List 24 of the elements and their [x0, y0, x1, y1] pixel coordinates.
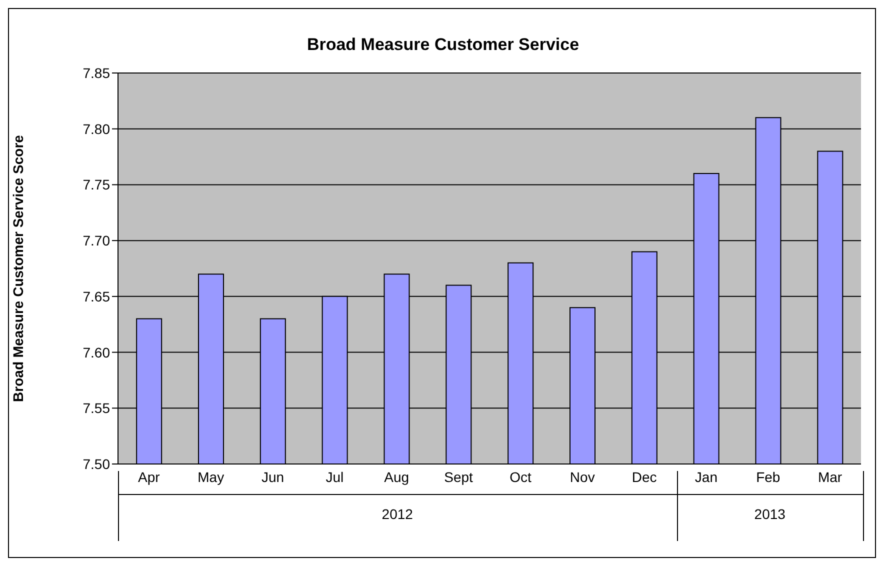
x-tick-label: Jun — [262, 468, 284, 485]
chart-title: Broad Measure Customer Service — [306, 35, 580, 55]
y-tick-label: 7.75 — [82, 176, 110, 193]
text: 2012 — [380, 506, 414, 522]
x-tick-label: May — [198, 468, 224, 485]
x-tick-label: Oct — [510, 468, 532, 485]
y-tick-label: 7.70 — [82, 232, 110, 249]
y-tick-label: 7.50 — [82, 456, 110, 472]
x-tick-label: Mar — [818, 468, 842, 485]
x-tick-label: Aug — [384, 468, 410, 485]
y-tick-label: 7.60 — [82, 344, 110, 360]
x-tick-label: Feb — [756, 468, 780, 485]
x-tick-label: Sept — [444, 468, 474, 485]
text: 2013 — [753, 506, 786, 522]
x-tick-label: Jul — [326, 468, 344, 485]
y-tick-label: 7.65 — [82, 288, 110, 304]
y-tick-label: 7.55 — [82, 400, 110, 416]
y-tick-label: 7.85 — [82, 64, 110, 81]
y-axis-title: Broad Measure Customer Service Score — [10, 134, 26, 402]
x-tick-label: Nov — [570, 468, 595, 485]
y-tick-label: 7.80 — [82, 120, 110, 137]
x-tick-label: Apr — [138, 468, 160, 485]
x-tick-label: Jan — [694, 468, 718, 485]
x-tick-label: Dec — [632, 468, 657, 485]
